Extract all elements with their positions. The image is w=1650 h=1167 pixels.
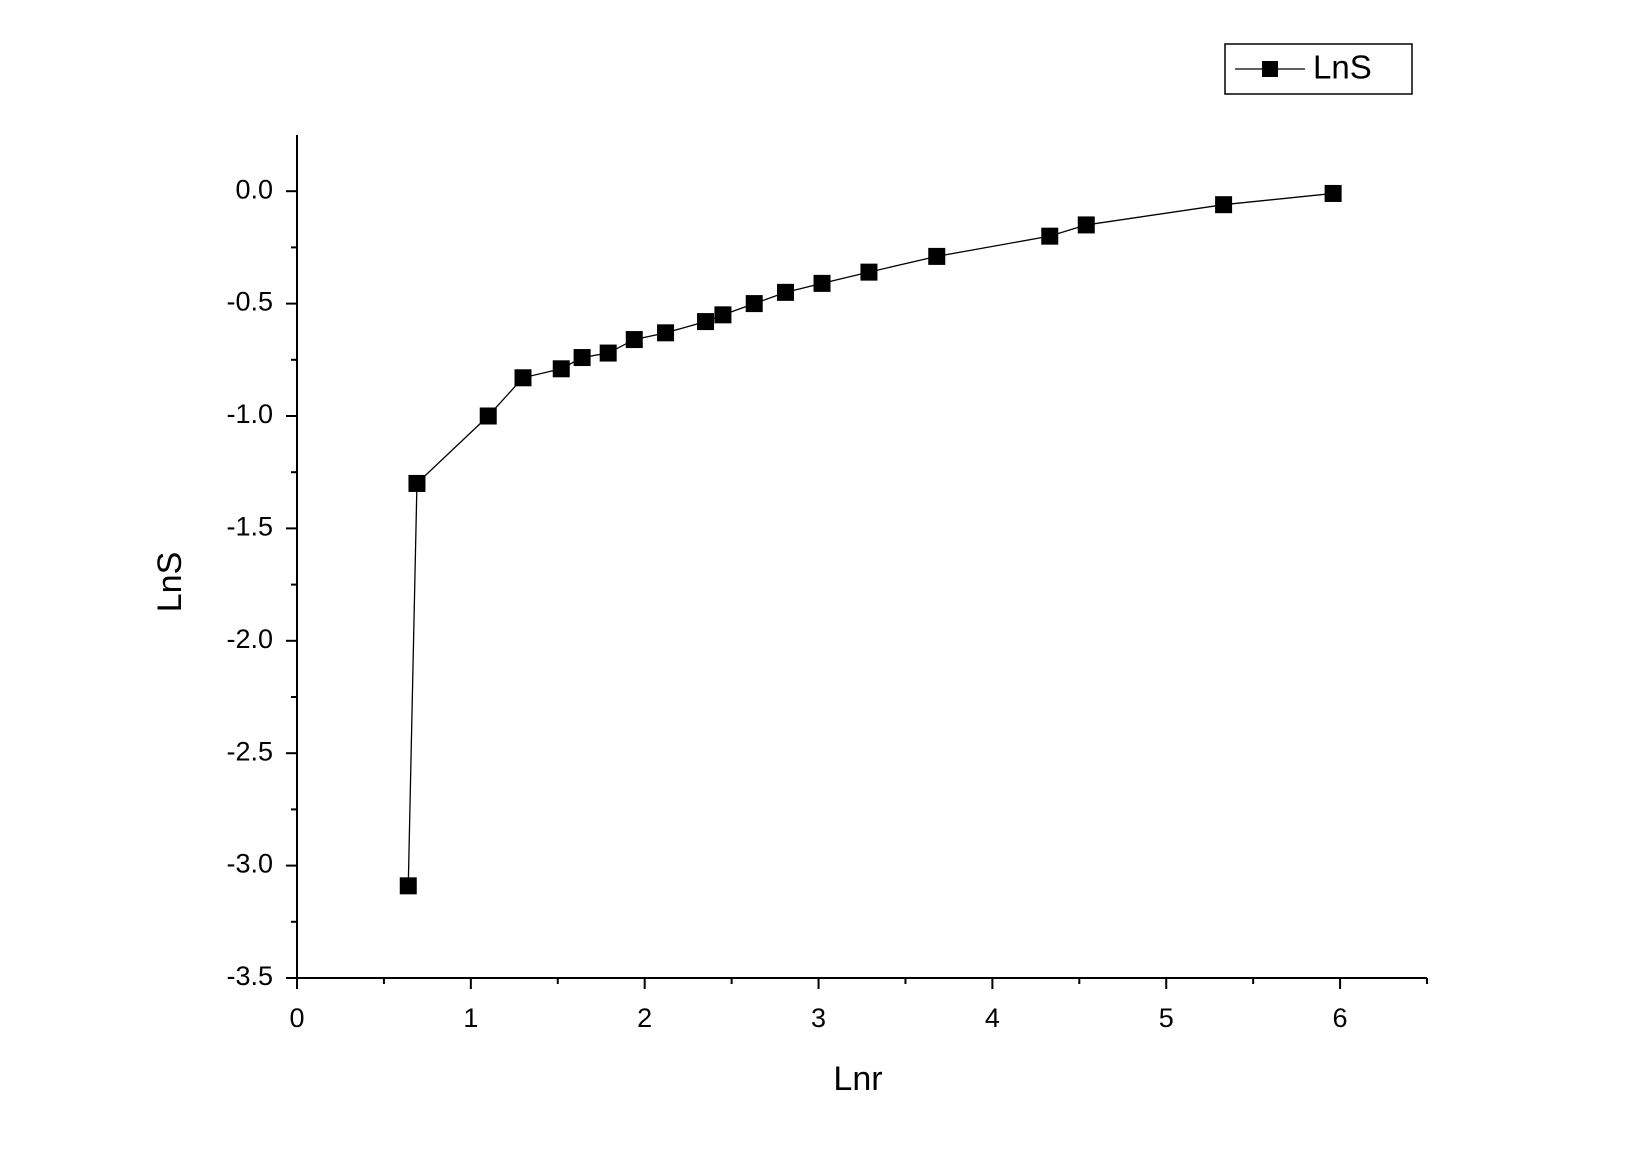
legend-marker [1262, 61, 1278, 77]
y-tick-label: -3.0 [226, 849, 273, 879]
x-tick-label: 4 [985, 1003, 1000, 1033]
data-point [573, 349, 591, 367]
data-point [408, 474, 426, 492]
data-point [860, 263, 878, 281]
data-point [657, 324, 675, 342]
x-tick-label: 0 [289, 1003, 304, 1033]
data-point [928, 247, 946, 265]
data-point [514, 369, 532, 387]
data-point [1041, 227, 1059, 245]
y-tick-label: -1.0 [226, 399, 273, 429]
y-tick-label: 0.0 [235, 174, 273, 204]
data-point [625, 331, 643, 349]
data-point [714, 306, 732, 324]
series-line [407, 192, 1334, 886]
y-tick-label: -3.5 [226, 961, 273, 991]
y-axis-title: LnS [151, 552, 189, 613]
data-point [552, 360, 570, 378]
y-tick-label: -0.5 [226, 287, 273, 317]
y-tick-label: -1.5 [226, 512, 273, 542]
legend-label: LnS [1313, 49, 1372, 86]
x-tick-label: 6 [1333, 1003, 1348, 1033]
data-point [599, 344, 617, 362]
x-tick-label: 3 [811, 1003, 826, 1033]
data-point [399, 877, 417, 895]
x-tick-label: 2 [637, 1003, 652, 1033]
data-point [777, 283, 795, 301]
x-tick-label: 1 [463, 1003, 478, 1033]
x-tick-label: 5 [1159, 1003, 1174, 1033]
data-point [1324, 184, 1342, 202]
data-point [1077, 216, 1095, 234]
legend: LnS [1224, 43, 1413, 95]
data-point [697, 313, 715, 331]
y-tick-label: -2.5 [226, 736, 273, 766]
data-point [745, 295, 763, 313]
data-point [813, 274, 831, 292]
data-point [479, 407, 497, 425]
data-point [1215, 196, 1233, 214]
x-axis-title: Lnr [833, 1060, 882, 1098]
y-tick-label: -2.0 [226, 624, 273, 654]
